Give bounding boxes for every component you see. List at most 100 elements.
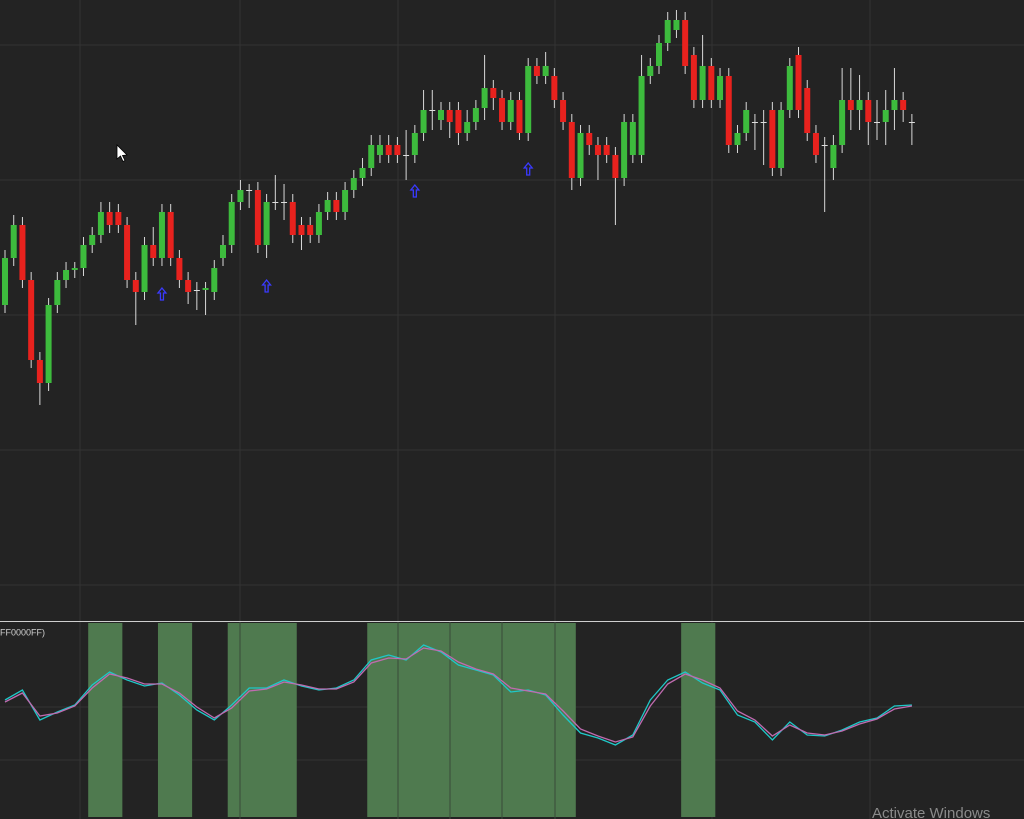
candle-body [106, 212, 113, 225]
candle-body [830, 145, 837, 168]
candle-body [385, 145, 392, 155]
mouse-cursor [116, 144, 128, 163]
candle-body [158, 212, 165, 258]
candle-body [751, 122, 758, 123]
indicator-label: FF0000FF) [0, 627, 45, 637]
candle-body [281, 202, 288, 203]
candle-body [821, 145, 828, 146]
candle-body [551, 76, 558, 100]
candle-body [429, 110, 436, 111]
candle-body [664, 20, 671, 43]
candle-body [795, 55, 802, 110]
candle-body [717, 76, 724, 100]
candle-body [656, 43, 662, 66]
candle-body [734, 133, 741, 145]
candle-body [394, 145, 401, 155]
candle-body [577, 133, 584, 178]
candle-body [481, 88, 488, 108]
candle-body [167, 212, 174, 258]
candle-body [743, 110, 750, 133]
candle-body [359, 168, 366, 178]
candle-body [839, 100, 846, 145]
candle-body [472, 108, 479, 122]
candle-body [254, 190, 261, 245]
candle-body [647, 66, 654, 76]
candle-body [490, 88, 497, 98]
candle-body [594, 145, 601, 155]
candle-body [891, 100, 898, 110]
candle-body [80, 245, 87, 268]
candle-body [403, 155, 410, 156]
candle-body [760, 122, 767, 123]
candle-body [376, 145, 383, 155]
candle-body [411, 133, 418, 155]
candle-body [629, 122, 636, 155]
candle-body [882, 110, 889, 122]
candle-body [507, 100, 514, 122]
lower-grid [239, 622, 556, 819]
candle-body [185, 280, 192, 292]
candle-body [420, 110, 427, 133]
candle-body [2, 258, 8, 305]
candle-body [769, 110, 776, 168]
candle-body [19, 225, 26, 280]
candle-body [455, 110, 462, 133]
candle-body [298, 225, 305, 235]
candle-body [228, 202, 235, 245]
indicator-line [4, 647, 913, 743]
candle-body [516, 100, 523, 133]
candle-body [446, 110, 453, 122]
candle-body [673, 20, 680, 30]
signal-arrow [261, 278, 272, 293]
candle-body [272, 202, 279, 203]
candle-body [10, 225, 17, 258]
candle-body [682, 20, 689, 66]
candle-body [324, 200, 331, 212]
candle-body [874, 122, 880, 123]
candle-body [638, 76, 645, 155]
candle-body [124, 225, 131, 280]
candle-body [89, 235, 96, 245]
candle-body [263, 202, 270, 245]
candle-body [176, 258, 183, 280]
candle-body [342, 190, 349, 212]
watermark: Activate Windows [872, 805, 990, 819]
signals [156, 161, 534, 301]
candle-body [612, 155, 619, 178]
candle-body [621, 122, 628, 178]
candle-body [315, 212, 322, 235]
candle-body [908, 122, 915, 123]
candle-body [525, 66, 532, 133]
candle-body [812, 133, 819, 155]
candle-body [307, 225, 314, 235]
candle-body [289, 202, 296, 235]
candle-body [699, 66, 706, 100]
candle-body [804, 88, 811, 133]
candle-body [202, 288, 209, 290]
candle-body [237, 190, 244, 202]
candle-body [350, 178, 357, 190]
candle-body [333, 200, 340, 212]
candle-body [45, 305, 52, 383]
candle-body [542, 66, 549, 76]
candle-body [220, 245, 226, 258]
candle-body [499, 98, 506, 122]
candle-body [54, 280, 61, 305]
candle-body [71, 268, 78, 270]
candle-body [856, 100, 863, 110]
signal-zone [227, 623, 297, 817]
candle-body [464, 122, 471, 133]
signal-zone [681, 623, 716, 817]
signal-arrow [522, 161, 534, 176]
candles [2, 10, 915, 405]
candle-body [193, 290, 200, 291]
candle-body [141, 245, 148, 292]
signal-arrow [156, 286, 168, 301]
candle-body [847, 100, 854, 110]
candle-body [97, 212, 104, 235]
candle-body [603, 145, 610, 155]
candle-body [778, 110, 785, 168]
candle-body [568, 122, 575, 178]
candle-body [533, 66, 540, 76]
